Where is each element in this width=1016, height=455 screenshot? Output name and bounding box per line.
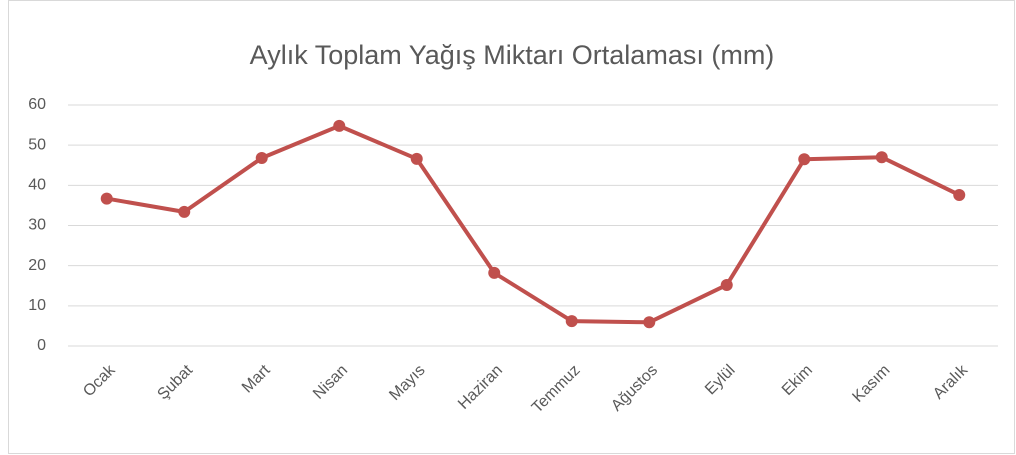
y-tick-label: 40 [28,177,46,194]
chart-frame [8,0,1015,454]
y-tick-label: 60 [28,96,46,113]
marker [643,316,656,329]
y-tick-label: 20 [28,257,46,274]
marker [875,151,888,164]
marker [565,315,578,328]
marker [720,278,733,291]
y-tick-label: 0 [37,337,46,354]
y-tick-label: 10 [28,297,46,314]
y-tick-label: 30 [28,217,46,234]
marker [100,192,113,205]
marker [953,188,966,201]
marker [255,152,268,165]
y-tick-label: 50 [28,136,46,153]
marker [333,119,346,132]
line [104,123,962,325]
marker [178,205,191,218]
marker [798,153,811,166]
chart-title: Aylık Toplam Yağış Miktarı Ortalaması (m… [250,40,775,70]
marker [488,266,501,279]
marker [410,152,423,165]
